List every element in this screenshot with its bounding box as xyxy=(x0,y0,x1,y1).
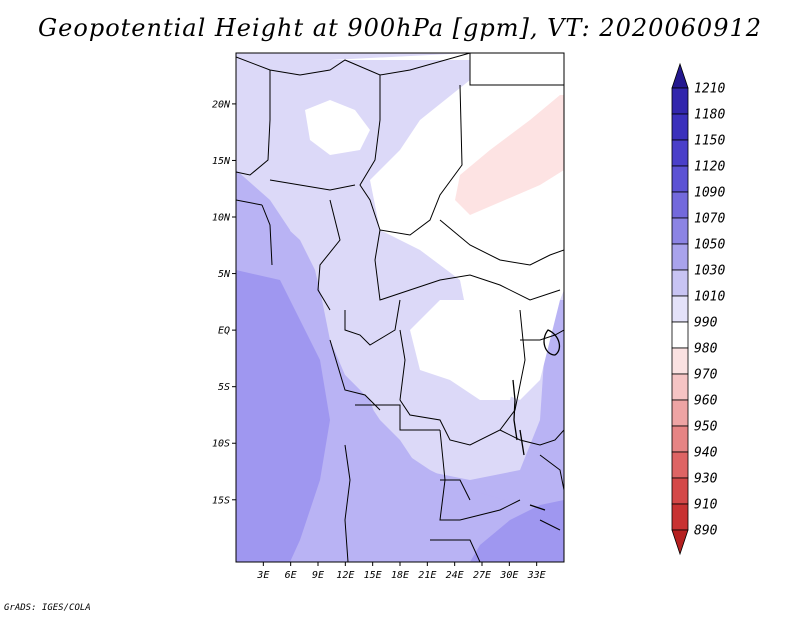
colorbar-label: 950 xyxy=(694,420,718,435)
colorbar-label: 1090 xyxy=(694,186,725,201)
colorbar-swatch xyxy=(671,295,689,323)
field-region-990-1010-south xyxy=(410,300,520,400)
colorbar-swatch xyxy=(671,373,689,401)
colorbar-swatch xyxy=(671,399,689,427)
colorbar-bottom-cap xyxy=(671,529,689,556)
colorbar-swatch xyxy=(671,87,689,115)
colorbar-swatch xyxy=(671,165,689,193)
grads-credit: GrADS: IGES/COLA xyxy=(4,603,91,613)
field-region-980-990 xyxy=(455,95,564,215)
colorbar-swatch xyxy=(671,139,689,167)
colorbar-label: 1210 xyxy=(694,82,725,97)
longitude-axis: 3E 6E 9E 12E 15E 18E 21E 24E 27E 30E 33E xyxy=(256,562,546,581)
latitude-axis: 20N 15N 10N 5N EQ 5S 10S 15S xyxy=(212,99,236,506)
lon-tick-label: 30E xyxy=(499,570,518,581)
colorbar-label: 960 xyxy=(694,394,718,409)
lat-tick-label: 20N xyxy=(212,99,231,110)
country-boundaries xyxy=(236,53,564,562)
field-region-990-1010-northwest xyxy=(305,100,370,155)
lon-tick-label: 18E xyxy=(391,570,409,581)
colorbar-swatch xyxy=(671,217,689,245)
field-region-1050-1070-southeast xyxy=(470,500,564,562)
lat-tick-label: EQ xyxy=(218,326,230,337)
colorbar-label: 1070 xyxy=(694,212,725,227)
colorbar-top-cap xyxy=(671,62,689,89)
lon-tick-label: 9E xyxy=(312,570,324,581)
colorbar-swatch xyxy=(671,321,689,349)
lon-tick-label: 33E xyxy=(527,570,546,581)
colorbar-swatch xyxy=(671,425,689,453)
colorbar-label: 1010 xyxy=(694,290,725,305)
height-field xyxy=(236,53,564,562)
lon-tick-label: 12E xyxy=(336,570,354,581)
colorbar-swatch xyxy=(671,477,689,505)
lat-tick-label: 10S xyxy=(212,439,230,450)
colorbar-label: 910 xyxy=(694,498,718,513)
lat-tick-label: 5N xyxy=(218,269,231,280)
colorbar-label: 890 xyxy=(694,524,718,539)
colorbar-label: 1120 xyxy=(694,160,725,175)
lat-tick-label: 15S xyxy=(212,495,230,506)
colorbar-label: 980 xyxy=(694,342,718,357)
colorbar-label: 970 xyxy=(694,368,718,383)
colorbar-label: 1150 xyxy=(694,134,725,149)
lon-tick-label: 24E xyxy=(446,570,464,581)
map-title: Geopotential Height at 900hPa [gpm], VT:… xyxy=(38,14,762,42)
colorbar-swatch xyxy=(671,113,689,141)
colorbar-label: 1050 xyxy=(694,238,725,253)
colorbar-swatch xyxy=(671,269,689,297)
colorbar-swatch xyxy=(671,347,689,375)
lon-tick-label: 3E xyxy=(256,570,269,581)
lakes xyxy=(512,329,561,511)
lat-tick-label: 15N xyxy=(212,156,231,167)
colorbar-label: 1030 xyxy=(694,264,725,279)
colorbar: 1210 1180 1150 1120 1090 1070 1050 1030 1010 990 9… xyxy=(671,62,725,556)
lon-tick-label: 6E xyxy=(285,570,297,581)
colorbar-swatch xyxy=(671,243,689,271)
colorbar-label: 990 xyxy=(694,316,718,331)
lon-tick-label: 27E xyxy=(473,570,491,581)
lon-tick-label: 21E xyxy=(418,570,436,581)
lat-tick-label: 5S xyxy=(218,382,230,393)
colorbar-label: 1180 xyxy=(694,108,725,123)
colorbar-swatch xyxy=(671,451,689,479)
lat-tick-label: 10N xyxy=(212,213,231,224)
field-region-1050-1070-west xyxy=(236,270,330,562)
colorbar-label: 930 xyxy=(694,472,718,487)
colorbar-swatch xyxy=(671,191,689,219)
colorbar-label: 940 xyxy=(694,446,718,461)
lon-tick-label: 15E xyxy=(364,570,382,581)
colorbar-swatch xyxy=(671,503,689,531)
